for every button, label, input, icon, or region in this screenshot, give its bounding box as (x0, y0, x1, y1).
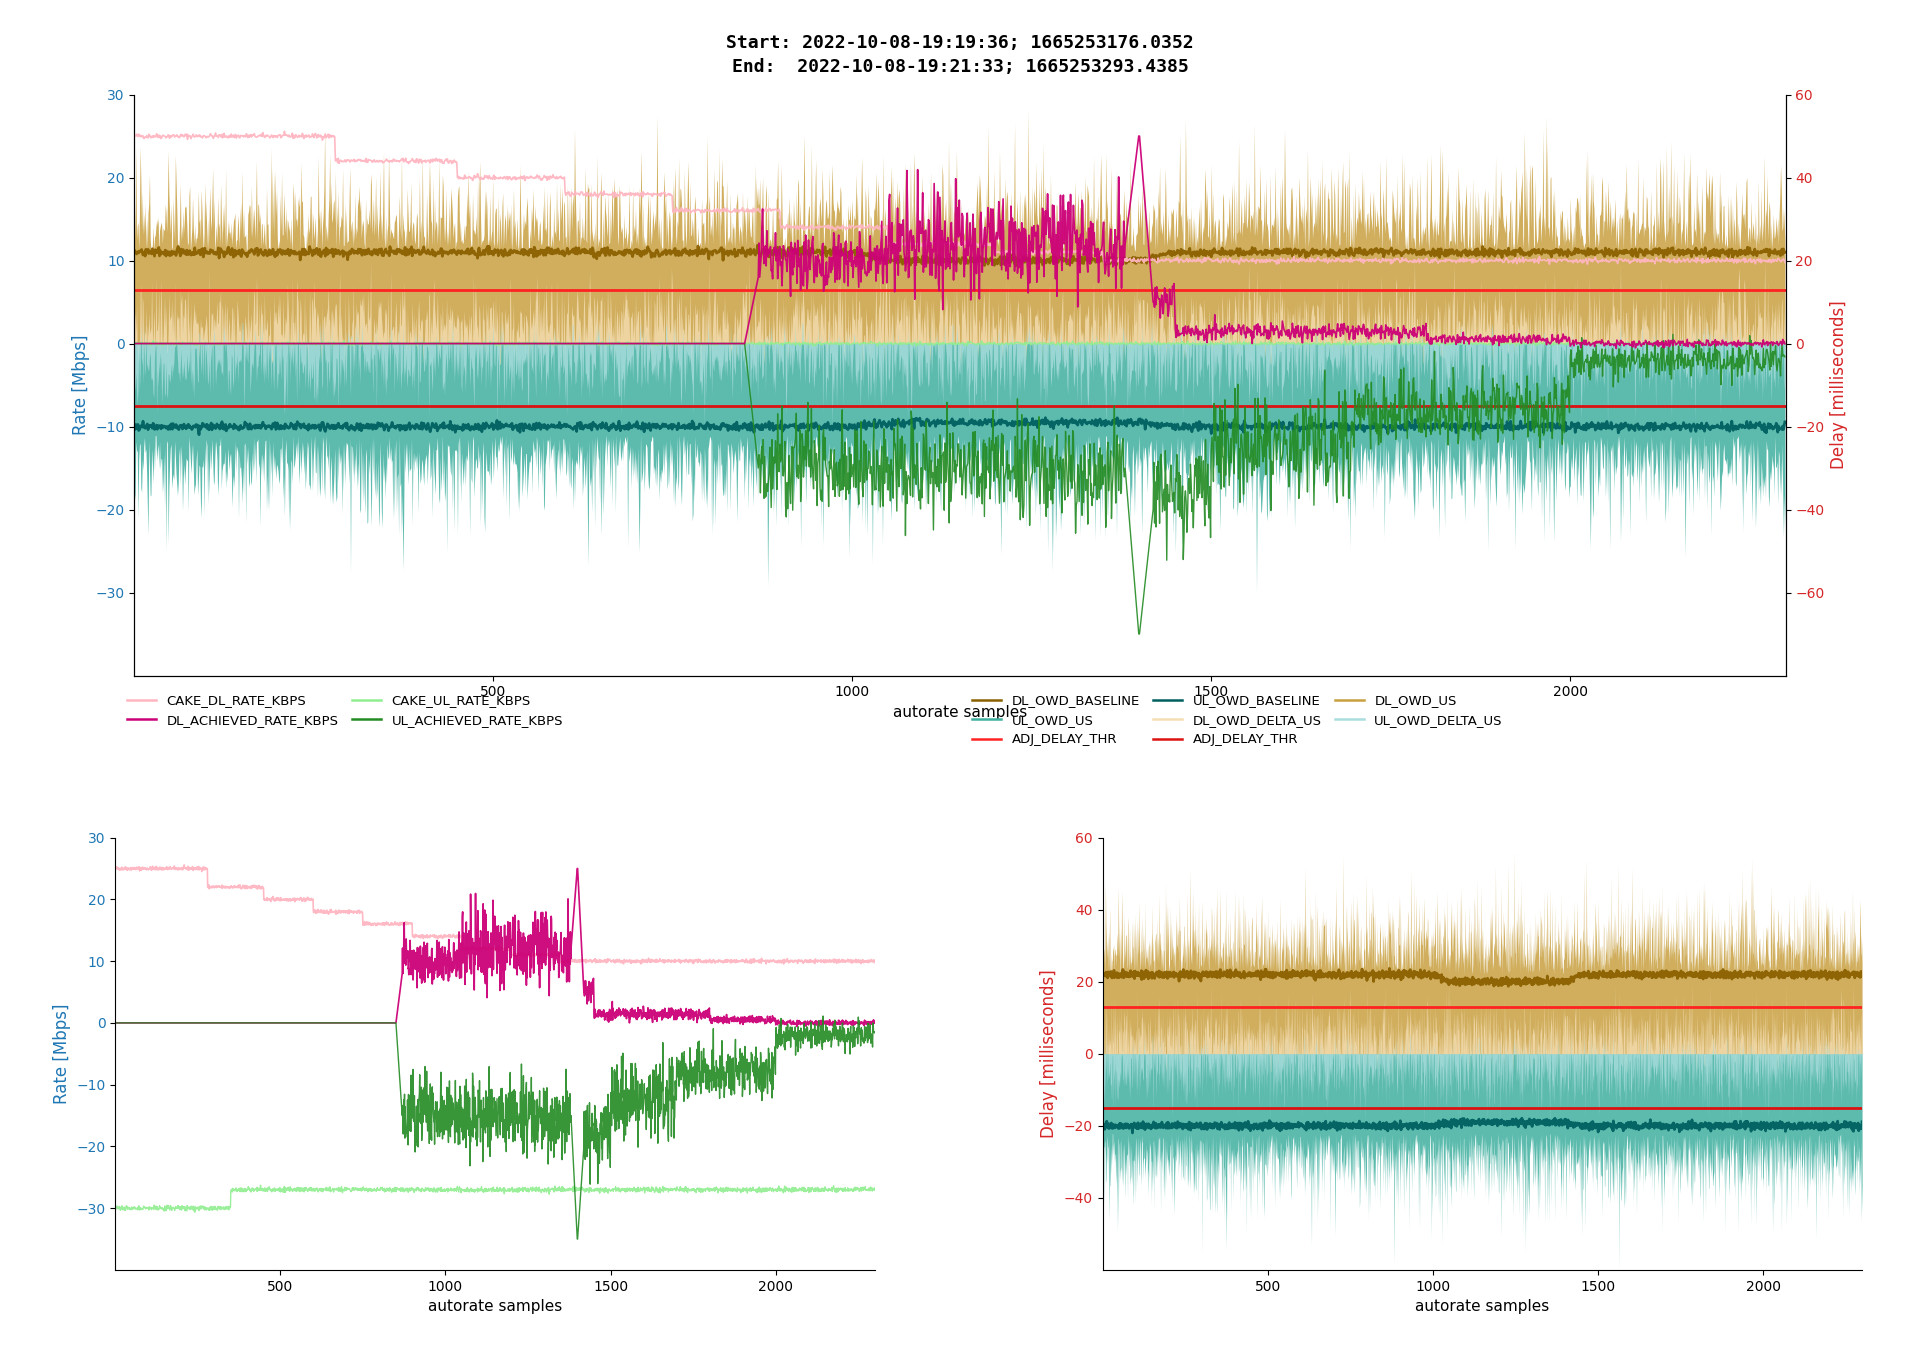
X-axis label: autorate samples: autorate samples (893, 705, 1027, 720)
X-axis label: autorate samples: autorate samples (428, 1300, 563, 1315)
Legend: DL_OWD_BASELINE, UL_OWD_US, ADJ_DELAY_THR, UL_OWD_BASELINE, DL_OWD_DELTA_US, ADJ: DL_OWD_BASELINE, UL_OWD_US, ADJ_DELAY_TH… (966, 689, 1507, 751)
Y-axis label: Rate [Mbps]: Rate [Mbps] (52, 1004, 71, 1104)
Text: Start: 2022-10-08-19:19:36; 1665253176.0352: Start: 2022-10-08-19:19:36; 1665253176.0… (726, 34, 1194, 51)
X-axis label: autorate samples: autorate samples (1415, 1300, 1549, 1315)
Text: End:  2022-10-08-19:21:33; 1665253293.4385: End: 2022-10-08-19:21:33; 1665253293.438… (732, 58, 1188, 76)
Y-axis label: Delay [milliseconds]: Delay [milliseconds] (1830, 301, 1849, 469)
Y-axis label: Delay [milliseconds]: Delay [milliseconds] (1041, 970, 1058, 1138)
Legend: CAKE_DL_RATE_KBPS, DL_ACHIEVED_RATE_KBPS, CAKE_UL_RATE_KBPS, UL_ACHIEVED_RATE_KB: CAKE_DL_RATE_KBPS, DL_ACHIEVED_RATE_KBPS… (121, 689, 568, 732)
Y-axis label: Rate [Mbps]: Rate [Mbps] (71, 335, 90, 435)
